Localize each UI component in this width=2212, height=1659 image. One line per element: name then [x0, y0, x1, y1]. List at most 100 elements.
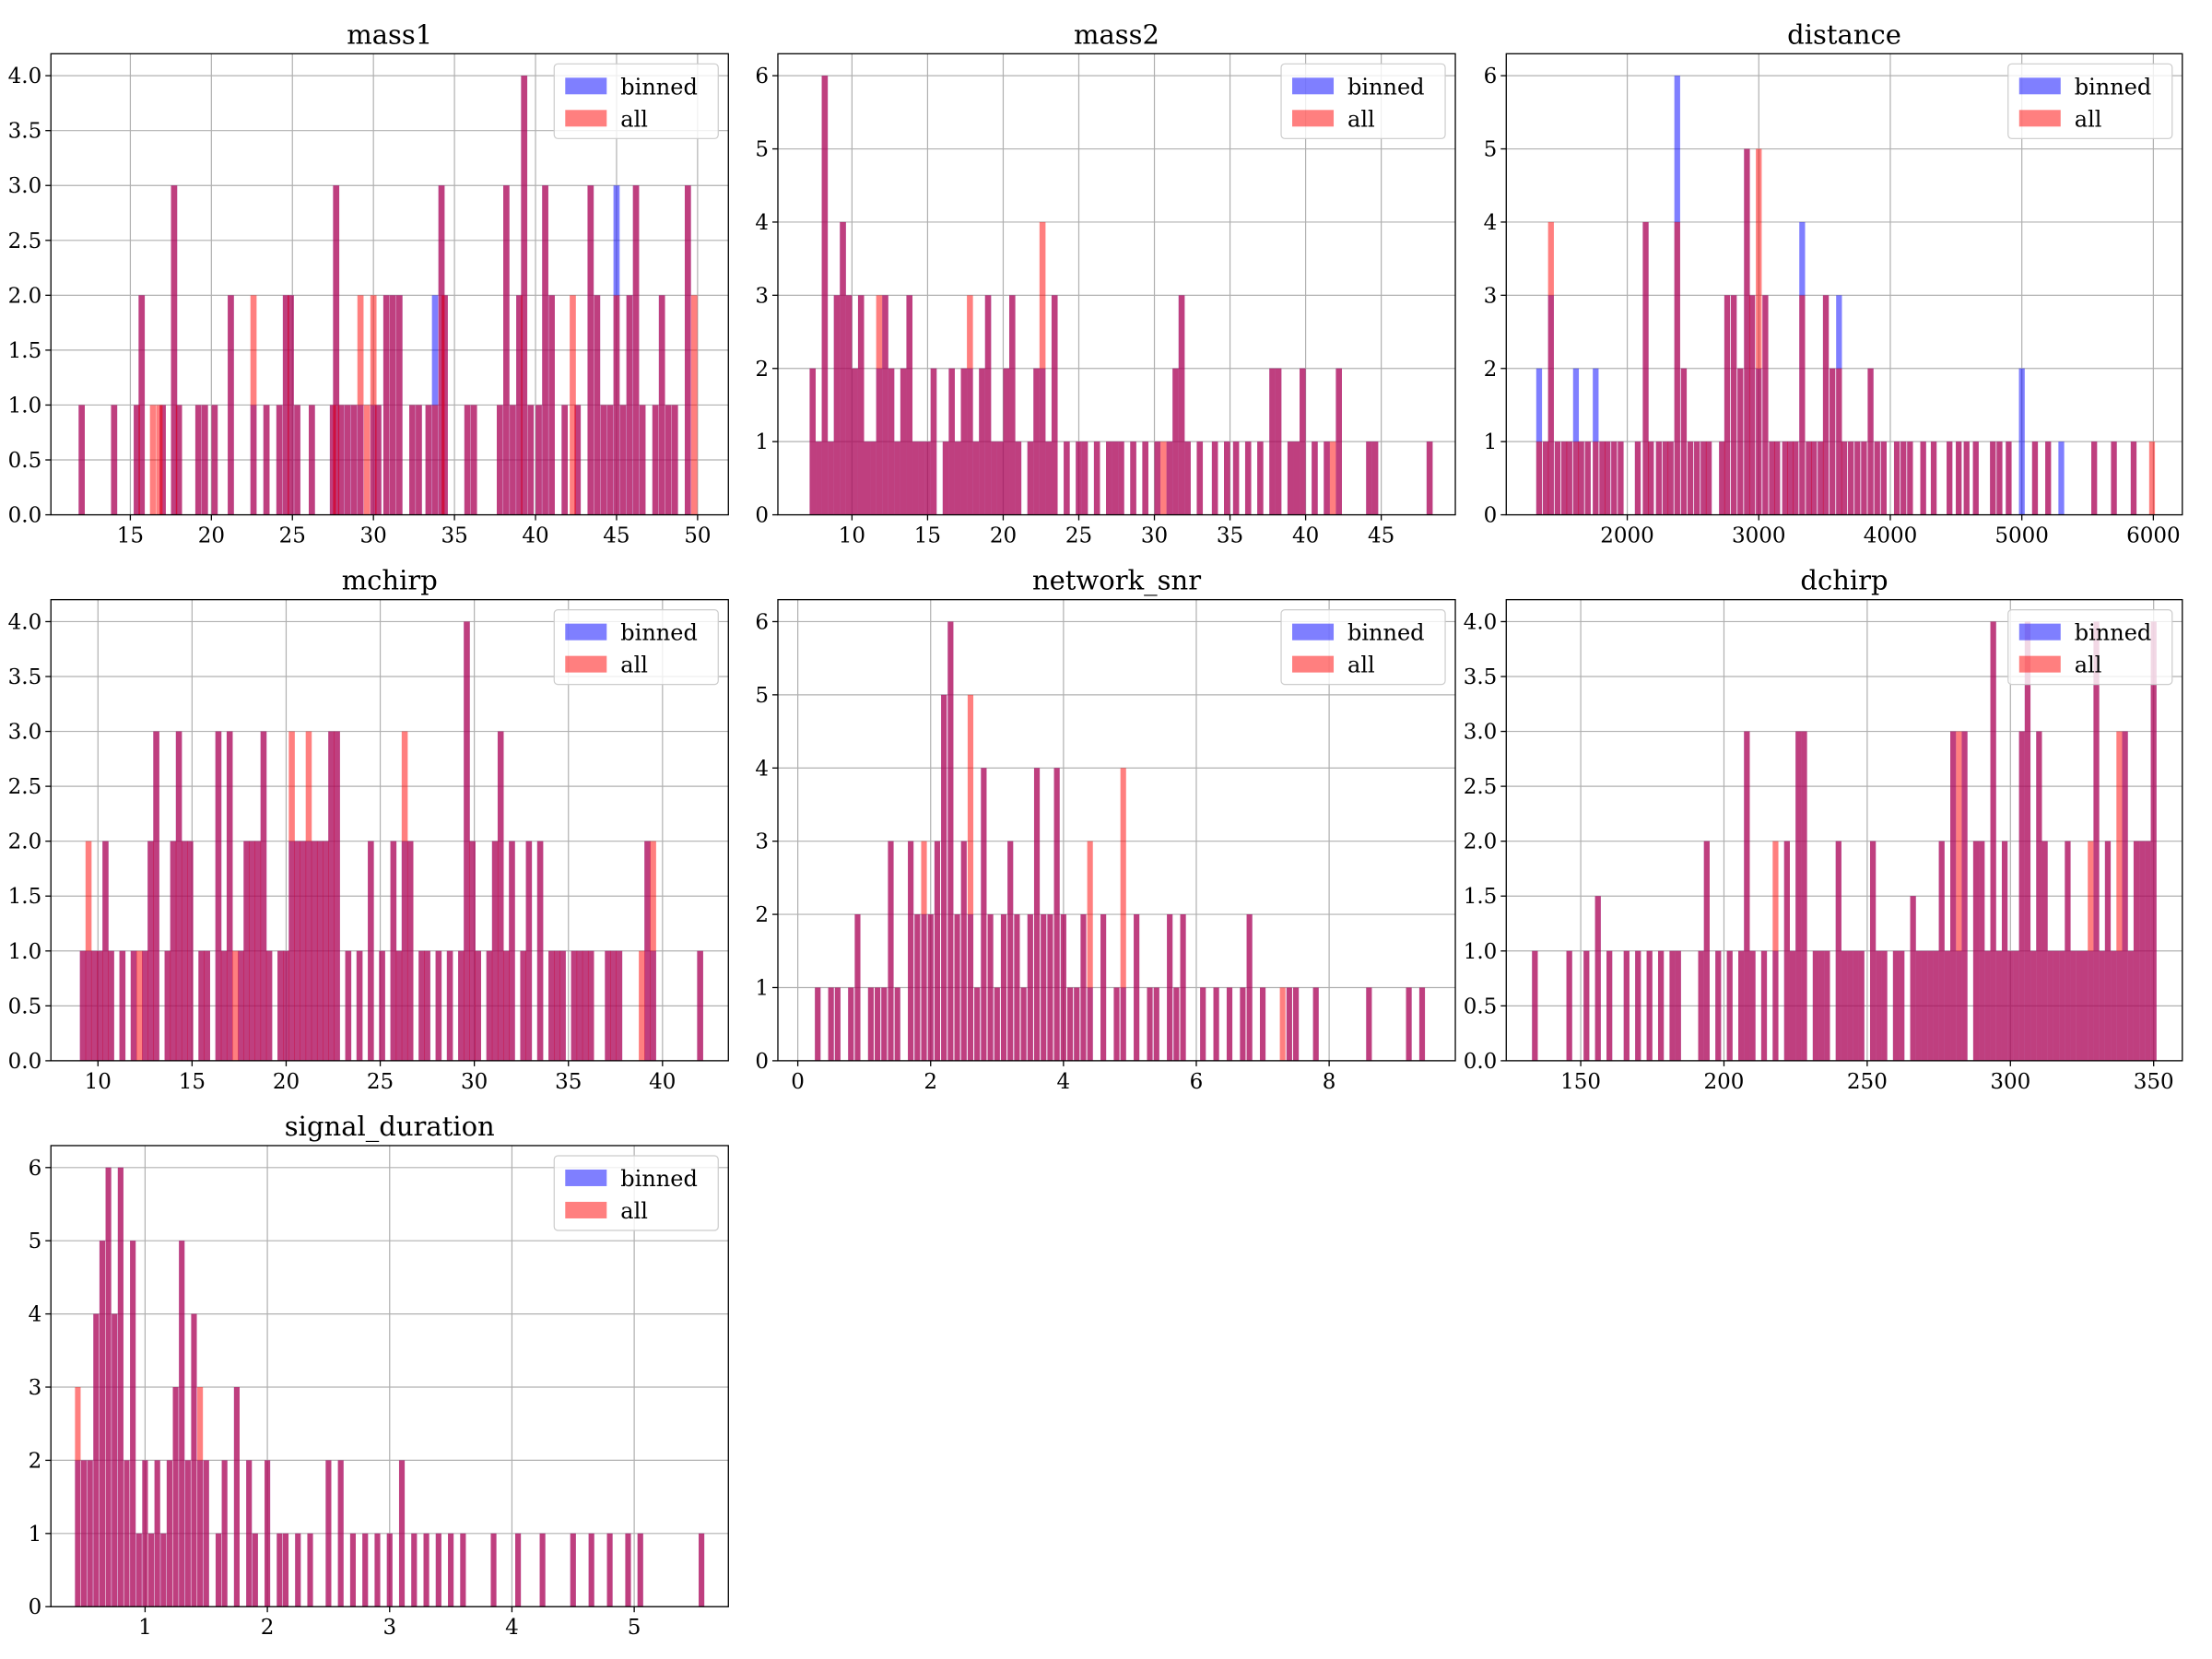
bar-all	[438, 185, 445, 515]
y-tick-label: 3.0	[8, 721, 42, 745]
y-tick-label: 4.0	[8, 610, 42, 634]
bar-all	[996, 441, 1004, 515]
bar-all	[181, 841, 188, 1061]
series-all	[809, 76, 1433, 515]
bar-all	[834, 987, 841, 1061]
bar-all	[1726, 950, 1733, 1061]
bar-all	[948, 368, 955, 515]
x-tick-label: 2	[924, 1070, 937, 1094]
bar-all	[401, 731, 408, 1061]
y-tick-label: 4.0	[8, 65, 42, 88]
bar-all	[527, 405, 535, 515]
x-tick-label: 4000	[1864, 524, 1918, 548]
y-tick-label: 4	[755, 757, 769, 781]
bar-all	[458, 950, 465, 1061]
y-tick-label: 4.0	[1464, 610, 1498, 634]
bar-all	[637, 1533, 643, 1607]
bar-all	[1655, 441, 1662, 515]
bar-all	[1910, 896, 1916, 1061]
bar-all	[876, 295, 883, 515]
bar-all	[515, 1533, 522, 1607]
bar-all	[425, 405, 432, 515]
bar-all	[349, 1533, 357, 1607]
bar-all	[1014, 914, 1020, 1061]
bar-all	[323, 841, 329, 1061]
bar-all	[464, 621, 470, 1061]
series-all	[78, 76, 698, 515]
bar-all	[309, 405, 315, 515]
bar-all	[1106, 441, 1112, 515]
bar-all	[1899, 950, 1905, 1061]
bar-all	[395, 295, 403, 515]
subplot-title: mass2	[1074, 18, 1159, 50]
bar-all	[184, 1460, 191, 1607]
x-tick-label: 3	[382, 1616, 396, 1640]
bar-all	[1287, 441, 1294, 515]
bar-all	[153, 731, 159, 1061]
bar-all	[554, 950, 560, 1061]
bar-all	[1259, 987, 1266, 1061]
y-tick-label: 3	[755, 830, 769, 854]
legend-label: all	[1347, 653, 1375, 678]
bar-all	[691, 295, 698, 515]
bar-all	[1812, 950, 1819, 1061]
bar-all	[409, 405, 416, 515]
bar-all	[1003, 368, 1010, 515]
x-tick-label: 40	[649, 1070, 676, 1094]
bar-all	[2007, 950, 2014, 1061]
bar-all	[1867, 368, 1874, 515]
bar-all	[2030, 950, 2037, 1061]
y-tick-label: 5	[755, 138, 769, 162]
bar-all	[1623, 950, 1630, 1061]
bar-all	[1118, 441, 1124, 515]
bar-all	[1599, 441, 1606, 515]
bar-all	[1067, 987, 1074, 1061]
bar-all	[525, 841, 533, 1061]
x-tick-label: 200	[1704, 1070, 1745, 1094]
subplot-title: mchirp	[342, 565, 438, 596]
subplot-title: mass1	[347, 18, 432, 50]
bar-all	[1226, 987, 1233, 1061]
x-tick-label: 15	[914, 524, 941, 548]
legend: binned all	[553, 63, 719, 139]
bar-all	[1893, 441, 1900, 515]
bar-all	[1818, 441, 1824, 515]
bar-all	[154, 1460, 160, 1607]
bar-all	[1749, 950, 1756, 1061]
bar-all	[833, 295, 841, 515]
bar-all	[582, 950, 589, 1061]
y-tick-label: 1.5	[8, 885, 42, 909]
bar-all	[974, 987, 981, 1061]
x-tick-label: 25	[367, 1070, 394, 1094]
bar-all	[435, 1533, 441, 1607]
bar-all	[1719, 441, 1725, 515]
bar-all	[2013, 950, 2019, 1061]
bar-all	[147, 841, 154, 1061]
bar-all	[934, 841, 941, 1061]
y-tick-label: 0.0	[1464, 1050, 1498, 1074]
y-tick-label: 2	[755, 358, 769, 382]
bar-all	[1921, 950, 1928, 1061]
bar-all	[2065, 841, 2071, 1061]
bar-all	[333, 185, 340, 515]
bar-all	[1246, 914, 1253, 1061]
bar-all	[1142, 441, 1148, 515]
y-tick-label: 2.0	[1464, 830, 1498, 854]
bar-all	[960, 368, 968, 515]
bar-all	[1366, 441, 1372, 515]
bar-all	[967, 694, 974, 1061]
bar-all	[305, 731, 312, 1061]
y-tick-label: 0.5	[8, 449, 42, 473]
y-tick-label: 3.5	[1464, 665, 1498, 689]
y-tick-label: 0	[755, 504, 769, 528]
bar-all	[921, 841, 927, 1061]
bar-all	[350, 405, 358, 515]
bar-all	[233, 1387, 240, 1607]
y-tick-label: 6	[29, 1157, 42, 1181]
bar-all	[1286, 987, 1292, 1061]
bar-all	[1611, 441, 1618, 515]
bar-all	[1166, 441, 1173, 515]
bar-all	[1554, 441, 1561, 515]
